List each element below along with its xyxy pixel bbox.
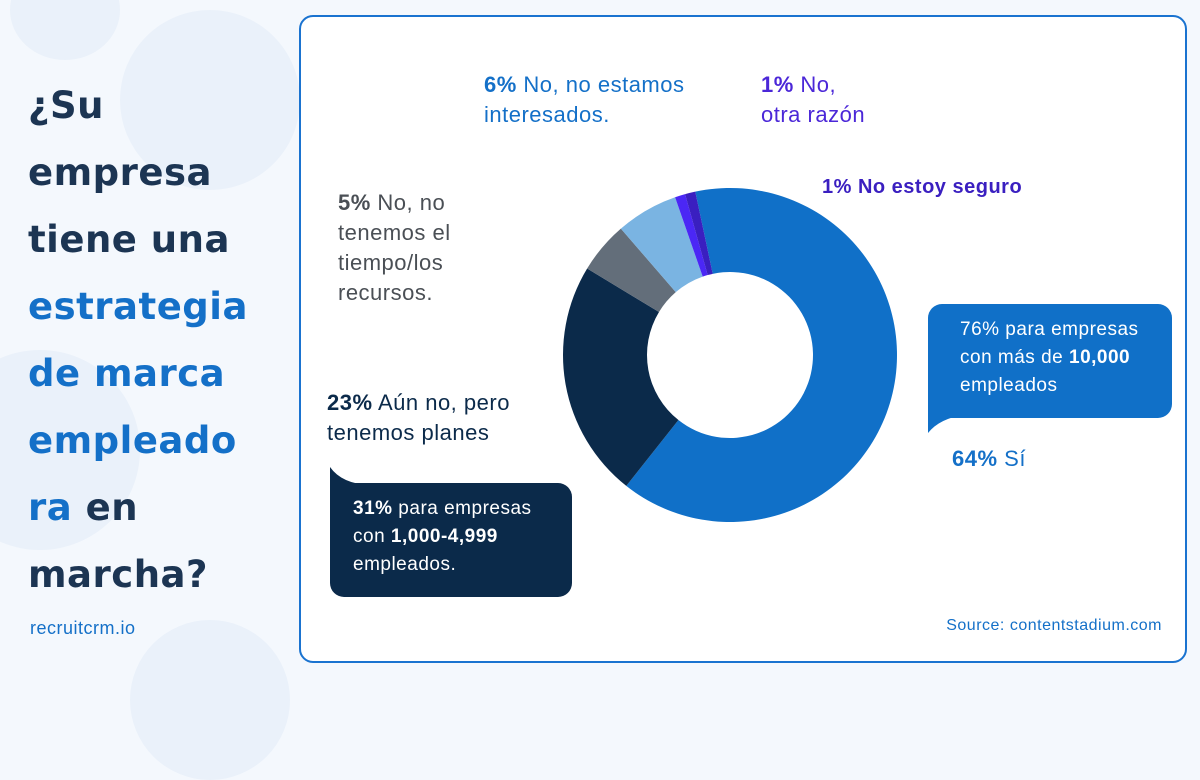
title-line: de marca (28, 352, 226, 395)
donut-segment-2 (587, 228, 676, 313)
title-line: ¿Su (28, 84, 104, 127)
label-pct: 1% (761, 72, 794, 97)
label-si: 64% Sí (952, 444, 1102, 474)
donut-chart (330, 188, 965, 522)
brand-link[interactable]: recruitcrm.io (30, 618, 136, 638)
title-line: marcha? (28, 553, 208, 596)
title-line: empresa (28, 151, 212, 194)
annotation-bold: 10,000 (1069, 347, 1131, 368)
label-pct: 5% (338, 190, 371, 215)
title-line: estrategia (28, 285, 248, 328)
title-line: tiene una (28, 218, 230, 261)
annotation-text: 76% para empresas con más de (960, 319, 1139, 368)
source-citation: Source: contentstadium.com (946, 617, 1162, 634)
label-otra-razon: 1% No, otra razón (761, 70, 881, 130)
title-line: ra en (28, 474, 298, 541)
label-pct: 64% (952, 446, 998, 471)
label-text: No, no tenemos el tiempo/los recursos. (338, 190, 451, 305)
annotation-bubble-large-companies: 76% para empresas con más de 10,000 empl… (928, 304, 1172, 418)
label-pct: 23% (327, 390, 373, 415)
donut-segment-4 (675, 194, 708, 277)
annotation-text: para empresas con (353, 498, 532, 547)
label-interesados: 6% No, no estamos interesados. (484, 70, 734, 130)
background-shape (120, 10, 300, 190)
label-pct: 6% (484, 72, 517, 97)
label-text: No, no estamos interesados. (484, 72, 685, 127)
label-no-seguro: 1% No estoy seguro (822, 172, 1102, 202)
title-line: empleado (28, 419, 237, 462)
page-title: ¿Su empresa tiene una estrategia de marc… (28, 72, 298, 608)
donut-segment-0 (626, 188, 897, 522)
label-planes: 23% Aún no, pero tenemos planes (327, 388, 557, 448)
title-word: en (72, 486, 139, 529)
label-text: No, otra razón (761, 72, 866, 127)
label-text: Sí (997, 446, 1026, 471)
annotation-text: empleados. (353, 554, 457, 575)
label-tiempo: 5% No, no tenemos el tiempo/los recursos… (338, 188, 478, 308)
label-pct: 1% (822, 176, 852, 198)
label-text: No estoy seguro (851, 176, 1023, 198)
annotation-bold: 31% (353, 498, 393, 519)
donut-segment-1 (563, 268, 679, 486)
donut-segment-3 (620, 197, 703, 293)
label-text: Aún no, pero tenemos planes (327, 390, 510, 445)
annotation-bubble-mid-companies: 31% para empresas con 1,000-4,999 emplea… (330, 483, 572, 597)
annotation-text: empleados (960, 375, 1058, 396)
annotation-bold: 1,000-4,999 (390, 526, 498, 547)
donut-segment-5 (685, 191, 713, 276)
title-word: ra (28, 486, 73, 529)
